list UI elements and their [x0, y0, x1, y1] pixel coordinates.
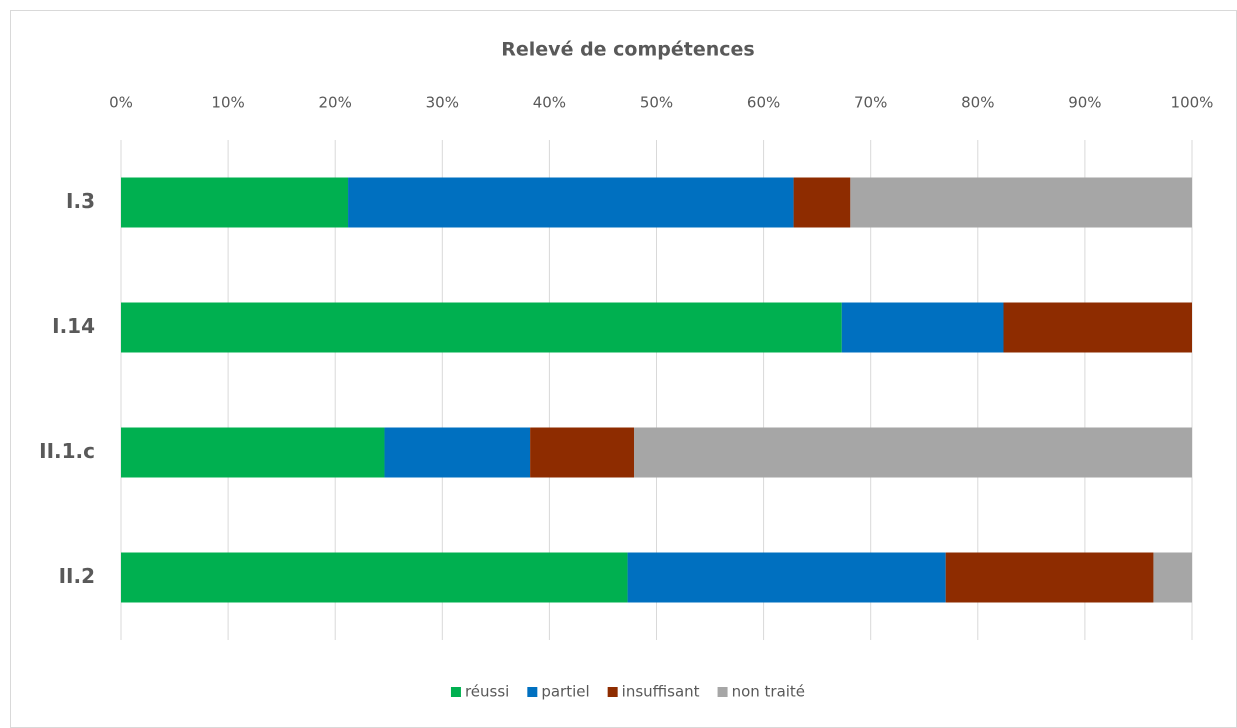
bar-segment	[793, 177, 851, 228]
x-tick-label: 70%	[854, 94, 887, 112]
legend-swatch	[527, 687, 538, 697]
legend-label: non traité	[732, 683, 805, 701]
x-tick-label: 100%	[1171, 94, 1214, 112]
legend-swatch	[607, 687, 618, 697]
bar-segment	[841, 302, 1004, 353]
bar-segment	[1003, 302, 1192, 353]
legend-swatch	[717, 687, 728, 697]
y-tick-label: I.3	[66, 189, 95, 213]
legend-label: partiel	[541, 683, 589, 701]
x-tick-label: 30%	[426, 94, 459, 112]
bar-segment	[634, 427, 1192, 478]
bar-segment	[384, 427, 531, 478]
bar-segment	[850, 177, 1192, 228]
x-tick-label: 20%	[319, 94, 352, 112]
y-tick-label: I.14	[52, 314, 95, 338]
bar-segment	[121, 552, 628, 603]
bar-segment	[348, 177, 794, 228]
bar-segment	[945, 552, 1154, 603]
chart-title: Relevé de compétences	[501, 39, 754, 61]
y-tick-label: II.1.c	[39, 439, 95, 463]
bar-segment	[1153, 552, 1192, 603]
bar-segment	[627, 552, 946, 603]
bar-segment	[121, 302, 842, 353]
y-tick-label: II.2	[59, 564, 95, 588]
legend-label: réussi	[465, 683, 509, 701]
x-tick-label: 80%	[961, 94, 994, 112]
x-tick-label: 50%	[640, 94, 673, 112]
x-tick-label: 40%	[533, 94, 566, 112]
x-tick-label: 90%	[1068, 94, 1101, 112]
x-tick-label: 60%	[747, 94, 780, 112]
bar-segment	[121, 427, 385, 478]
bar-segment	[121, 177, 349, 228]
x-tick-label: 0%	[109, 94, 133, 112]
bar-segment	[530, 427, 635, 478]
legend-label: insuffisant	[622, 683, 700, 701]
legend-swatch	[450, 687, 461, 697]
chart-border	[10, 10, 1237, 728]
x-tick-label: 10%	[211, 94, 244, 112]
